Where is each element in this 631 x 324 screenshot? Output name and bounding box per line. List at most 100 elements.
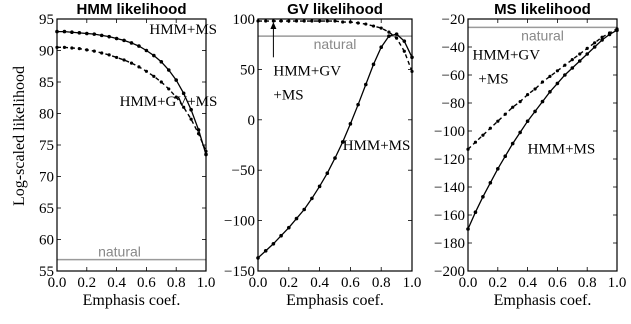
y-tick-label: −60	[442, 68, 465, 84]
y-tick-label: −200	[434, 264, 465, 280]
data-point	[325, 19, 329, 23]
data-point	[100, 51, 104, 55]
data-point	[511, 105, 515, 109]
data-point	[395, 36, 399, 40]
x-tick-label: 0.2	[279, 275, 298, 291]
data-point	[264, 19, 268, 23]
data-point	[371, 62, 376, 67]
data-point	[578, 52, 582, 56]
data-point	[107, 34, 111, 39]
x-tick-label: 1.0	[608, 275, 627, 291]
data-point	[196, 132, 201, 136]
data-point	[85, 31, 89, 36]
data-point	[341, 20, 345, 24]
x-tick-label: 0.6	[548, 275, 567, 291]
x-tick-label: 0.8	[578, 275, 597, 291]
x-axis-label: Emphasis coef.	[494, 292, 592, 309]
y-tick-label: 65	[39, 201, 54, 217]
data-point	[540, 80, 545, 84]
y-tick-label: −50	[232, 163, 255, 179]
data-point	[540, 99, 545, 104]
data-point	[174, 95, 178, 99]
y-tick-label: 60	[39, 233, 54, 249]
y-tick-label: −150	[224, 264, 255, 280]
data-point	[189, 107, 193, 112]
data-point	[159, 80, 163, 84]
x-tick-label: 0.8	[167, 275, 186, 291]
data-point	[348, 122, 353, 126]
x-axis-label: Emphasis coef.	[83, 292, 181, 309]
series-annotation: +MS	[478, 71, 508, 87]
y-tick-label: −140	[434, 180, 465, 196]
data-point	[137, 44, 141, 48]
data-point	[593, 41, 597, 45]
data-point	[271, 19, 275, 23]
data-point	[181, 91, 186, 96]
chart-panel-2: GV likelihood natural HMM+GV +MS HMM+MS 0.0 0.…	[224, 1, 421, 309]
data-point	[310, 19, 314, 23]
chart-panel-1: HMM likelihood natural HMM+MS HMM+GV+MS 0.0 0…	[39, 1, 217, 309]
data-point	[144, 48, 149, 53]
panel-title: GV likelihood	[287, 1, 383, 18]
series-line-hmm-gv-ms	[57, 46, 207, 152]
natural-label: natural	[521, 27, 564, 43]
data-point	[333, 19, 337, 23]
x-tick-label: 0.8	[372, 275, 391, 291]
data-point	[70, 30, 74, 35]
y-tick-label: −100	[434, 124, 465, 140]
data-point	[122, 58, 126, 62]
data-point	[294, 19, 299, 23]
y-tick-label: 85	[39, 75, 54, 91]
series-annotation: HMM+GV+MS	[120, 94, 218, 110]
y-tick-label: 95	[39, 12, 54, 28]
data-point	[85, 48, 89, 52]
data-point	[496, 119, 500, 123]
data-point	[548, 90, 552, 94]
data-point	[473, 210, 478, 214]
y-tick-label: −80	[442, 96, 465, 112]
x-tick-label: 0.0	[249, 275, 268, 291]
series-annotation: HMM+GV	[472, 48, 540, 64]
data-point	[555, 69, 560, 73]
data-point	[167, 87, 171, 91]
y-tick-label: −40	[442, 40, 465, 56]
y-tick-label: 80	[39, 107, 54, 123]
y-tick-label: 75	[39, 138, 54, 154]
data-point	[600, 35, 604, 39]
series-annotation: HMM+MS	[149, 22, 217, 38]
series-annotation: HMM+MS	[528, 141, 596, 157]
panel-title: MS likelihood	[494, 1, 591, 18]
y-tick-label: 0	[248, 113, 256, 129]
chart-panel-3: MS likelihood natural HMM+GV +MS HMM+MS 0.0 0.…	[434, 1, 626, 309]
data-point	[592, 45, 597, 49]
y-tick-label: 100	[233, 12, 256, 28]
data-point	[356, 102, 360, 107]
data-point	[287, 225, 291, 230]
y-tick-label: −20	[442, 12, 465, 28]
data-point	[394, 32, 399, 36]
y-tick-label: 55	[39, 264, 54, 280]
data-point	[525, 119, 530, 123]
data-point	[379, 45, 384, 50]
data-point	[70, 46, 74, 50]
data-point	[585, 46, 589, 51]
x-tick-label: 0.4	[310, 275, 329, 291]
data-point	[189, 117, 193, 121]
data-point	[263, 249, 268, 253]
data-point	[503, 112, 507, 116]
data-point	[159, 60, 164, 64]
panel-title: HMM likelihood	[77, 1, 187, 18]
data-point	[563, 73, 567, 77]
plot-frame	[56, 18, 207, 272]
arrow-head	[270, 22, 277, 30]
series-annotation: HMM+MS	[343, 138, 411, 154]
data-point	[137, 65, 141, 69]
data-point	[92, 49, 96, 53]
data-point	[533, 87, 537, 91]
data-point	[129, 61, 134, 65]
data-point	[555, 81, 560, 86]
data-point	[570, 66, 575, 70]
x-tick-label: 0.2	[488, 275, 507, 291]
data-point	[473, 140, 478, 144]
